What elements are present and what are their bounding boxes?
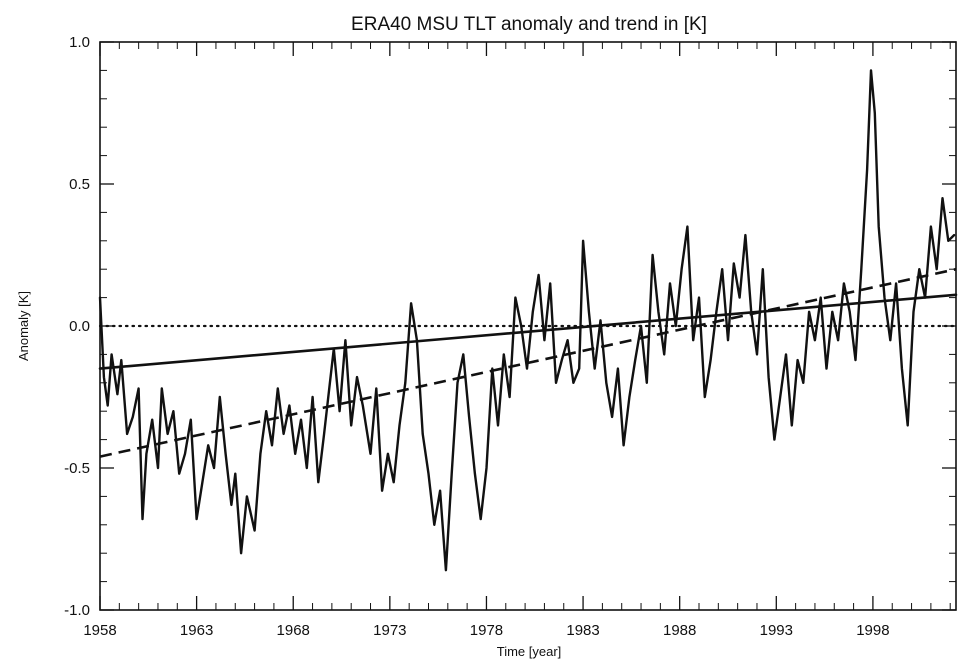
x-tick-label: 1973: [373, 622, 406, 639]
y-tick-label: -0.5: [64, 460, 90, 477]
x-tick-label: 1968: [277, 622, 310, 639]
x-tick-label: 1998: [856, 622, 889, 639]
ticks-layer: [99, 41, 956, 611]
anomaly-series-line: [98, 69, 956, 572]
x-tick-label: 1988: [663, 622, 696, 639]
x-tick-label: 1983: [566, 622, 599, 639]
x-tick-label: 1993: [760, 622, 793, 639]
y-axis-label: Anomaly [K]: [16, 291, 31, 361]
x-axis-label: Time [year]: [497, 644, 562, 659]
y-tick-label: 0.0: [69, 318, 90, 335]
y-tick-label: 0.5: [69, 176, 90, 193]
series-layer: [98, 69, 958, 572]
x-tick-label: 1958: [83, 622, 116, 639]
y-tick-label: 1.0: [69, 34, 90, 51]
x-tick-label: 1978: [470, 622, 503, 639]
trend-line-solid: [98, 293, 958, 370]
y-tick-labels: -1.0 -0.5 0.0 0.5 1.0: [64, 34, 90, 619]
trend-line-dashed: [99, 267, 957, 458]
y-tick-label: -1.0: [64, 602, 90, 619]
chart-title: ERA40 MSU TLT anomaly and trend in [K]: [351, 14, 707, 35]
x-tick-label: 1963: [180, 622, 213, 639]
x-tick-labels: 1958 1963 1968 1973 1978 1983 1988 1993 1998: [83, 622, 889, 639]
